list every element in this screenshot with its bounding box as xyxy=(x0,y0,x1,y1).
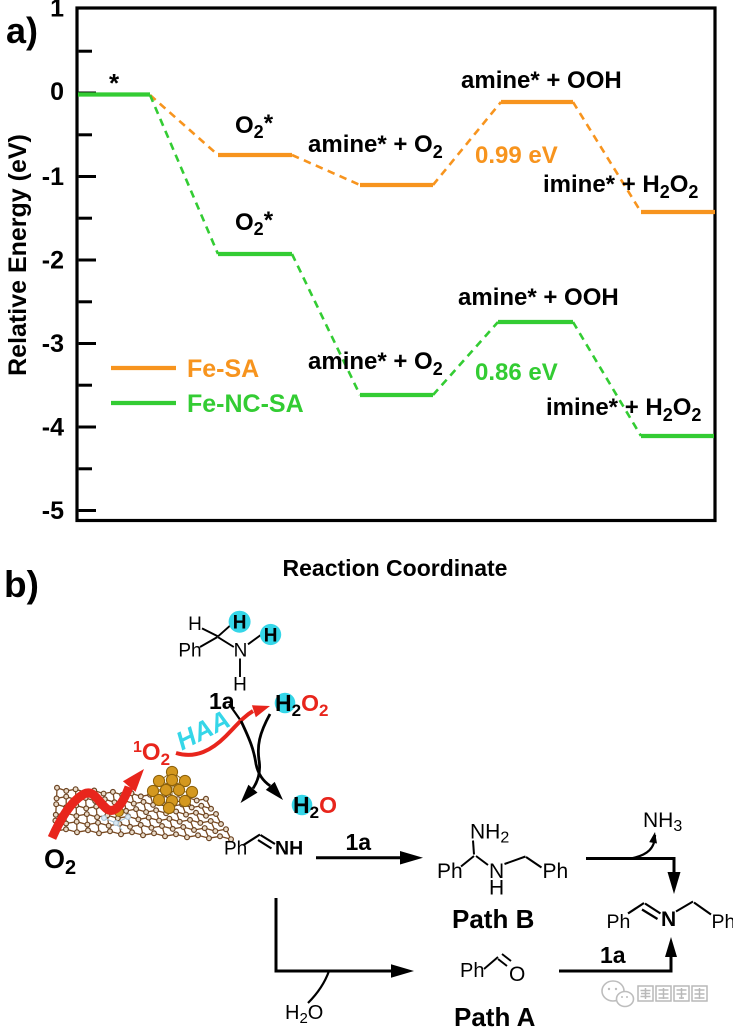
svg-text:-4: -4 xyxy=(42,414,64,442)
svg-text:Ph: Ph xyxy=(460,960,484,982)
svg-text:1: 1 xyxy=(50,0,64,23)
svg-text:1a: 1a xyxy=(346,829,372,855)
svg-text:imine* + H2O2: imine* + H2O2 xyxy=(543,171,698,202)
svg-text:amine* + OOH: amine* + OOH xyxy=(461,67,622,94)
svg-text:amine* + O2: amine* + O2 xyxy=(308,348,443,379)
svg-text:Fe-NC-SA: Fe-NC-SA xyxy=(187,390,304,418)
svg-text:1O2: 1O2 xyxy=(133,739,170,769)
svg-text:amine* + OOH: amine* + OOH xyxy=(458,284,619,311)
svg-text:Relative Energy (eV): Relative Energy (eV) xyxy=(4,134,32,376)
svg-text:Ph: Ph xyxy=(712,911,733,933)
svg-text:H: H xyxy=(233,613,247,634)
svg-text:Ph: Ph xyxy=(437,860,463,883)
svg-text:N: N xyxy=(661,908,676,931)
svg-text:Reaction Coordinate: Reaction Coordinate xyxy=(283,555,508,581)
svg-text:0.99 eV: 0.99 eV xyxy=(475,142,558,169)
svg-text:-1: -1 xyxy=(42,163,64,191)
svg-text:*: * xyxy=(109,68,120,98)
svg-text:Ph: Ph xyxy=(543,860,569,883)
svg-text:a): a) xyxy=(6,10,38,51)
svg-text:H: H xyxy=(264,625,278,646)
svg-text:NH: NH xyxy=(275,838,303,860)
svg-text:1a: 1a xyxy=(209,688,235,714)
svg-text:1a: 1a xyxy=(600,942,626,968)
svg-text:H: H xyxy=(489,877,504,900)
svg-text:Path A: Path A xyxy=(454,1002,536,1028)
svg-text:-5: -5 xyxy=(42,497,64,525)
svg-text:0: 0 xyxy=(50,78,64,106)
svg-text:b): b) xyxy=(4,564,39,605)
svg-text:Ph: Ph xyxy=(607,911,631,933)
svg-text:imine* + H2O2: imine* + H2O2 xyxy=(546,394,701,425)
svg-text:N: N xyxy=(234,641,248,662)
svg-text:Ph: Ph xyxy=(178,641,201,662)
svg-text:-3: -3 xyxy=(42,330,64,358)
svg-text:N: N xyxy=(489,860,504,883)
svg-text:Ph: Ph xyxy=(224,839,247,860)
svg-text:H: H xyxy=(233,675,247,696)
svg-text:-2: -2 xyxy=(42,247,64,275)
svg-text:H: H xyxy=(188,614,202,635)
svg-text:amine* + O2: amine* + O2 xyxy=(308,131,443,162)
svg-text:Path B: Path B xyxy=(452,904,534,934)
svg-text:0.86 eV: 0.86 eV xyxy=(475,359,558,386)
svg-text:Fe-SA: Fe-SA xyxy=(187,355,259,383)
svg-text:O: O xyxy=(509,963,525,986)
